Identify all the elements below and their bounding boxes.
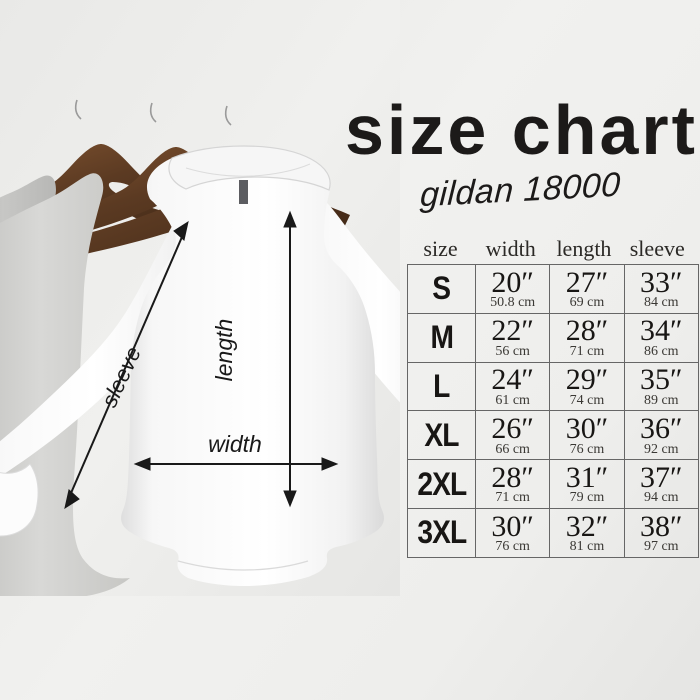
svg-text:length: length — [211, 319, 237, 382]
svg-text:width: width — [208, 431, 262, 457]
